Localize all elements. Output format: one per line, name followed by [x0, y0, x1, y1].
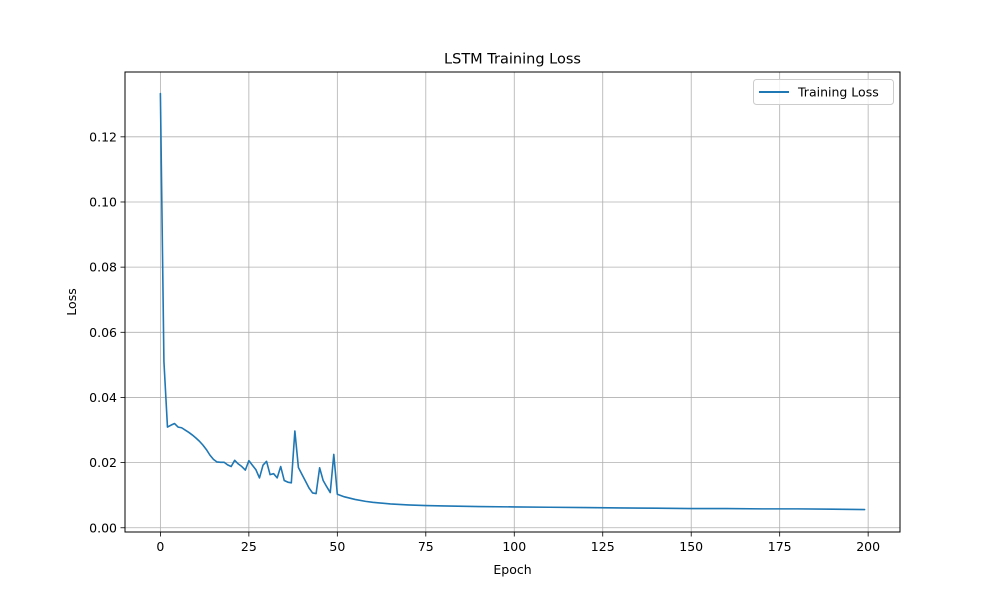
- y-tick-label: 0.00: [89, 520, 117, 535]
- x-tick-label: 175: [768, 539, 792, 554]
- x-axis-label: Epoch: [493, 562, 531, 577]
- training-loss-line: [159, 92, 866, 511]
- x-axis: 0 25 50 75 100 125 150 175 200: [156, 532, 880, 554]
- y-tick-label: 0.08: [89, 260, 117, 275]
- y-axis-label: Loss: [64, 288, 79, 315]
- x-tick-label: 125: [591, 539, 615, 554]
- x-tick-label: 100: [502, 539, 526, 554]
- grid: [125, 72, 900, 532]
- x-tick-label: 50: [329, 539, 345, 554]
- legend-label: Training Loss: [797, 85, 879, 100]
- x-tick-label: 25: [241, 539, 257, 554]
- y-tick-label: 0.06: [89, 325, 117, 340]
- legend-box: [753, 79, 894, 105]
- x-tick-label: 150: [679, 539, 703, 554]
- y-tick-label: 0.04: [89, 390, 117, 405]
- y-tick-label: 0.02: [89, 455, 117, 470]
- plot-area: [159, 92, 866, 511]
- y-tick-label: 0.12: [89, 129, 117, 144]
- x-tick-label: 200: [856, 539, 880, 554]
- x-tick-label: 0: [156, 539, 164, 554]
- chart-title: LSTM Training Loss: [444, 52, 581, 68]
- x-tick-label: 75: [418, 539, 434, 554]
- axes-frame: [124, 71, 901, 533]
- legend: Training Loss: [753, 79, 894, 105]
- y-axis: 0.00 0.02 0.04 0.06 0.08 0.10 0.12: [89, 129, 125, 535]
- y-tick-label: 0.10: [89, 194, 117, 209]
